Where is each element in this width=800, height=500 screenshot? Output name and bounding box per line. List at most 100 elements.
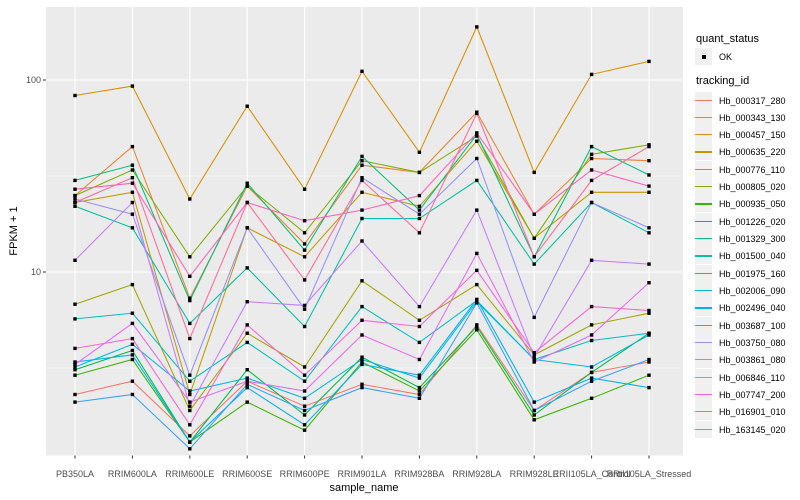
legend-item-label: Hb_003687_100 bbox=[719, 320, 786, 331]
data-point bbox=[302, 428, 307, 432]
data-point bbox=[475, 251, 479, 256]
series-color-key-icon bbox=[695, 160, 712, 178]
data-point bbox=[475, 139, 479, 143]
data-point bbox=[417, 318, 422, 322]
series-color-key-icon bbox=[695, 316, 712, 334]
legend-item-label: Hb_002006_090 bbox=[719, 286, 786, 297]
legend-item-label: OK bbox=[719, 52, 733, 62]
x-tick-label: RRII105LA_Control bbox=[552, 469, 631, 479]
data-point bbox=[647, 281, 651, 285]
data-point bbox=[417, 373, 422, 377]
data-point bbox=[647, 231, 651, 235]
data-point bbox=[245, 379, 249, 383]
series-color-key-icon bbox=[695, 385, 712, 403]
data-point bbox=[302, 248, 307, 252]
data-point bbox=[188, 255, 192, 259]
data-point bbox=[589, 144, 594, 149]
x-tick-label: PB350LA bbox=[55, 469, 95, 479]
data-point bbox=[188, 296, 192, 300]
data-point bbox=[475, 328, 479, 332]
data-point bbox=[532, 355, 536, 359]
data-point bbox=[302, 379, 307, 383]
data-point bbox=[589, 258, 594, 262]
data-point bbox=[589, 396, 594, 400]
series-color-key-icon bbox=[695, 368, 712, 386]
data-point bbox=[589, 152, 594, 156]
legend-item-label: Hb_000635_220 bbox=[719, 147, 786, 158]
legend-item-label: Hb_016901_010 bbox=[719, 407, 786, 418]
data-point bbox=[302, 187, 307, 191]
x-tick-label: RRIM901LA bbox=[337, 469, 387, 479]
data-point bbox=[360, 360, 364, 364]
data-point bbox=[360, 382, 364, 386]
data-point bbox=[130, 144, 135, 149]
data-point bbox=[188, 440, 192, 444]
data-point bbox=[360, 159, 364, 163]
data-point bbox=[589, 168, 594, 172]
data-point bbox=[360, 357, 364, 362]
data-point bbox=[647, 373, 651, 377]
data-point bbox=[188, 447, 192, 451]
legend-item-label: Hb_000457_150 bbox=[719, 130, 786, 141]
data-point bbox=[417, 376, 422, 380]
series-color-key-icon bbox=[695, 126, 712, 144]
data-point bbox=[188, 392, 192, 397]
data-point bbox=[360, 304, 364, 309]
data-point bbox=[73, 193, 77, 198]
data-point bbox=[130, 226, 135, 230]
data-point bbox=[417, 212, 422, 216]
data-point bbox=[188, 321, 192, 326]
data-point bbox=[302, 389, 307, 393]
data-point bbox=[475, 282, 479, 287]
data-point bbox=[73, 302, 77, 306]
data-point bbox=[130, 163, 135, 167]
data-point bbox=[417, 340, 422, 345]
data-point bbox=[360, 69, 364, 73]
data-point bbox=[360, 318, 364, 322]
data-point bbox=[130, 282, 135, 287]
legend-item-label: Hb_163145_020 bbox=[719, 424, 786, 435]
data-point bbox=[475, 156, 479, 161]
data-point bbox=[532, 353, 536, 357]
data-point bbox=[475, 324, 479, 329]
series-color-key-icon bbox=[695, 333, 712, 351]
data-point bbox=[188, 373, 192, 377]
data-point bbox=[360, 355, 364, 359]
data-point bbox=[360, 154, 364, 159]
data-point bbox=[245, 400, 249, 404]
x-tick-label: RRIM600SE bbox=[222, 469, 273, 479]
data-point bbox=[360, 385, 364, 390]
data-point bbox=[532, 400, 536, 404]
legend-item-label: Hb_000317_280 bbox=[719, 95, 786, 106]
x-tick-label: RRIM600PE bbox=[279, 469, 330, 479]
series-color-key-icon bbox=[695, 108, 712, 126]
data-point bbox=[647, 226, 651, 230]
data-point bbox=[188, 434, 192, 438]
data-point bbox=[302, 404, 307, 408]
y-tick-label: 10 bbox=[30, 267, 41, 277]
series-color-key-icon bbox=[695, 282, 712, 300]
series-color-key-icon bbox=[695, 230, 712, 248]
x-tick-label: RRII105LA_Stressed bbox=[606, 469, 692, 479]
data-point bbox=[245, 385, 249, 390]
data-point bbox=[647, 143, 651, 147]
legend-item-label: Hb_000935_050 bbox=[719, 199, 786, 210]
data-point bbox=[302, 242, 307, 246]
data-point bbox=[245, 200, 249, 205]
data-point bbox=[417, 208, 422, 212]
data-point bbox=[130, 392, 135, 397]
data-point bbox=[188, 336, 192, 341]
data-point bbox=[532, 360, 536, 364]
data-point bbox=[73, 178, 77, 183]
data-point bbox=[417, 392, 422, 397]
legend-item-label: Hb_007747_200 bbox=[719, 389, 786, 400]
data-point bbox=[360, 216, 364, 221]
data-point bbox=[647, 308, 651, 313]
data-point bbox=[302, 231, 307, 235]
data-point bbox=[302, 373, 307, 377]
series-color-key-icon bbox=[695, 264, 712, 282]
data-point bbox=[302, 303, 307, 308]
data-point bbox=[417, 204, 422, 208]
